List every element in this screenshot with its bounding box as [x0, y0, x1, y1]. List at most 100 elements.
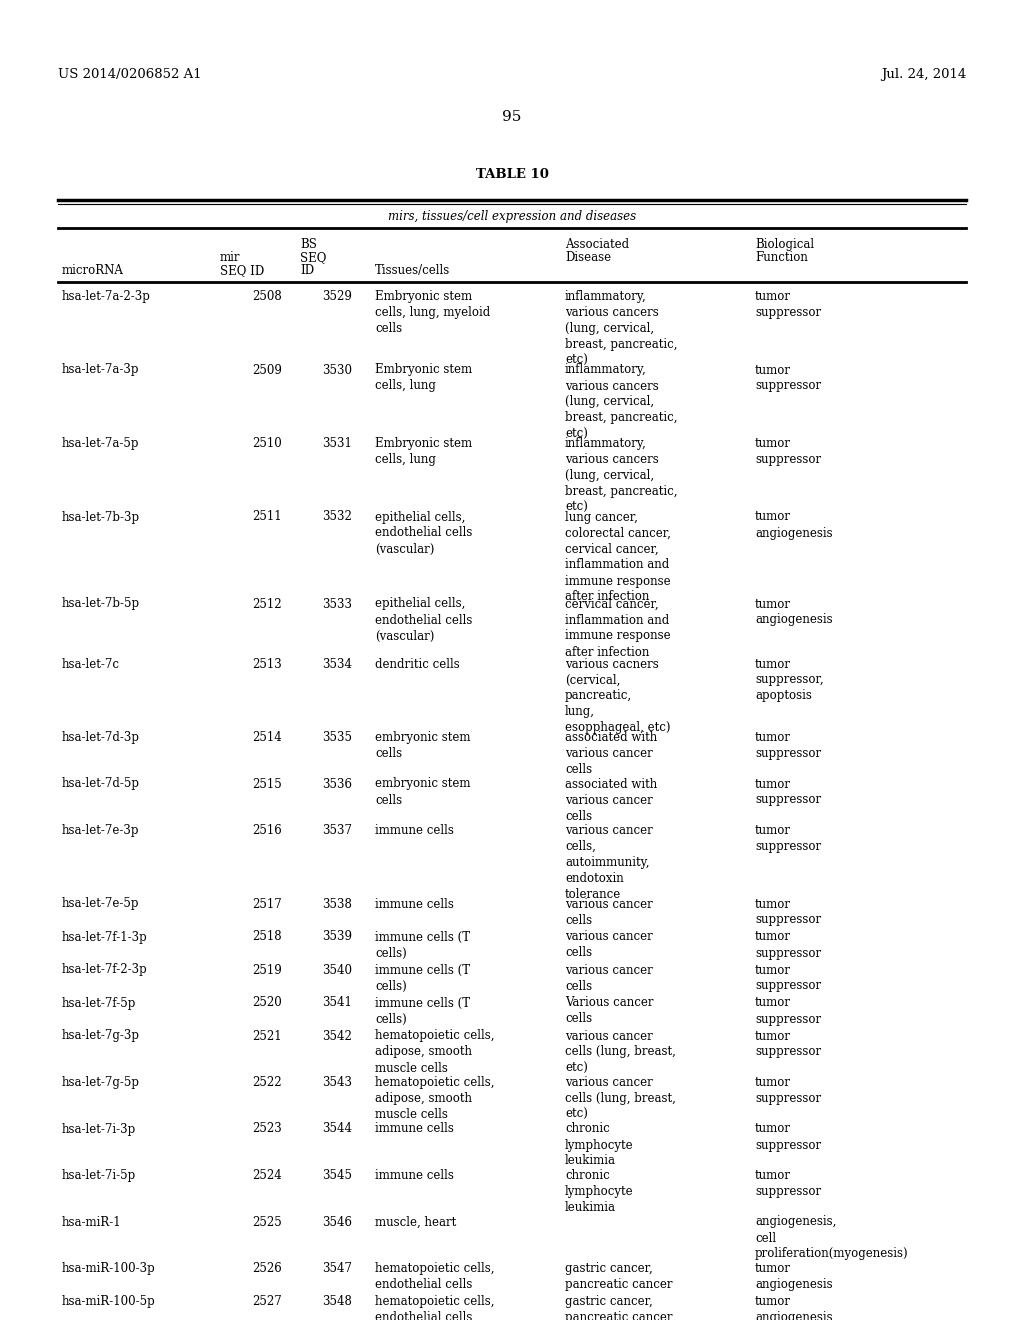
- Text: immune cells: immune cells: [375, 1170, 454, 1181]
- Text: hsa-let-7b-5p: hsa-let-7b-5p: [62, 598, 140, 610]
- Text: 2525: 2525: [252, 1216, 282, 1229]
- Text: 2515: 2515: [252, 777, 282, 791]
- Text: hsa-let-7b-3p: hsa-let-7b-3p: [62, 511, 140, 524]
- Text: tumor
suppressor: tumor suppressor: [755, 964, 821, 993]
- Text: 3533: 3533: [322, 598, 352, 610]
- Text: 3548: 3548: [323, 1295, 352, 1308]
- Text: tumor
suppressor: tumor suppressor: [755, 777, 821, 807]
- Text: hsa-miR-1: hsa-miR-1: [62, 1216, 122, 1229]
- Text: inflammatory,
various cancers
(lung, cervical,
breast, pancreatic,
etc): inflammatory, various cancers (lung, cer…: [565, 363, 678, 441]
- Text: 3542: 3542: [323, 1030, 352, 1043]
- Text: 2508: 2508: [252, 290, 282, 304]
- Text: hsa-let-7a-2-3p: hsa-let-7a-2-3p: [62, 290, 151, 304]
- Text: 3536: 3536: [322, 777, 352, 791]
- Text: inflammatory,
various cancers
(lung, cervical,
breast, pancreatic,
etc): inflammatory, various cancers (lung, cer…: [565, 290, 678, 367]
- Text: angiogenesis,
cell
proliferation(myogenesis): angiogenesis, cell proliferation(myogene…: [755, 1216, 908, 1261]
- Text: tumor
suppressor: tumor suppressor: [755, 1170, 821, 1199]
- Text: muscle, heart: muscle, heart: [375, 1216, 457, 1229]
- Text: tumor
angiogenesis: tumor angiogenesis: [755, 511, 833, 540]
- Text: Embryonic stem
cells, lung, myeloid
cells: Embryonic stem cells, lung, myeloid cell…: [375, 290, 490, 335]
- Text: hematopoietic cells,
adipose, smooth
muscle cells: hematopoietic cells, adipose, smooth mus…: [375, 1076, 495, 1121]
- Text: embryonic stem
cells: embryonic stem cells: [375, 731, 470, 760]
- Text: 3532: 3532: [323, 511, 352, 524]
- Text: 2510: 2510: [252, 437, 282, 450]
- Text: 2526: 2526: [252, 1262, 282, 1275]
- Text: tumor
suppressor: tumor suppressor: [755, 290, 821, 319]
- Text: hsa-let-7i-5p: hsa-let-7i-5p: [62, 1170, 136, 1181]
- Text: 3543: 3543: [322, 1076, 352, 1089]
- Text: SEQ: SEQ: [300, 251, 327, 264]
- Text: 3529: 3529: [323, 290, 352, 304]
- Text: hsa-let-7d-5p: hsa-let-7d-5p: [62, 777, 140, 791]
- Text: TABLE 10: TABLE 10: [475, 168, 549, 181]
- Text: hsa-miR-100-3p: hsa-miR-100-3p: [62, 1262, 156, 1275]
- Text: hsa-let-7a-5p: hsa-let-7a-5p: [62, 437, 139, 450]
- Text: chronic
lymphocyte
leukimia: chronic lymphocyte leukimia: [565, 1170, 634, 1214]
- Text: tumor
suppressor: tumor suppressor: [755, 437, 821, 466]
- Text: microRNA: microRNA: [62, 264, 124, 277]
- Text: tumor
angiogenesis: tumor angiogenesis: [755, 598, 833, 627]
- Text: 3531: 3531: [323, 437, 352, 450]
- Text: immune cells: immune cells: [375, 898, 454, 911]
- Text: 3546: 3546: [322, 1216, 352, 1229]
- Text: immune cells (T
cells): immune cells (T cells): [375, 964, 470, 993]
- Text: 3539: 3539: [322, 931, 352, 944]
- Text: Jul. 24, 2014: Jul. 24, 2014: [881, 69, 966, 81]
- Text: 2511: 2511: [252, 511, 282, 524]
- Text: various cancer
cells: various cancer cells: [565, 964, 652, 993]
- Text: 3545: 3545: [322, 1170, 352, 1181]
- Text: mirs, tissues/cell expression and diseases: mirs, tissues/cell expression and diseas…: [388, 210, 636, 223]
- Text: tumor
angiogenesis: tumor angiogenesis: [755, 1295, 833, 1320]
- Text: hematopoietic cells,
endothelial cells: hematopoietic cells, endothelial cells: [375, 1262, 495, 1291]
- Text: immune cells: immune cells: [375, 824, 454, 837]
- Text: 2509: 2509: [252, 363, 282, 376]
- Text: 2520: 2520: [252, 997, 282, 1010]
- Text: various cancer
cells: various cancer cells: [565, 931, 652, 960]
- Text: 2517: 2517: [252, 898, 282, 911]
- Text: 3530: 3530: [322, 363, 352, 376]
- Text: hsa-let-7f-1-3p: hsa-let-7f-1-3p: [62, 931, 147, 944]
- Text: ID: ID: [300, 264, 314, 277]
- Text: tumor
suppressor: tumor suppressor: [755, 997, 821, 1026]
- Text: hsa-let-7g-3p: hsa-let-7g-3p: [62, 1030, 140, 1043]
- Text: mir: mir: [220, 251, 241, 264]
- Text: Embryonic stem
cells, lung: Embryonic stem cells, lung: [375, 437, 472, 466]
- Text: Tissues/cells: Tissues/cells: [375, 264, 451, 277]
- Text: 2516: 2516: [252, 824, 282, 837]
- Text: tumor
suppressor: tumor suppressor: [755, 824, 821, 853]
- Text: embryonic stem
cells: embryonic stem cells: [375, 777, 470, 807]
- Text: associated with
various cancer
cells: associated with various cancer cells: [565, 731, 657, 776]
- Text: tumor
angiogenesis: tumor angiogenesis: [755, 1262, 833, 1291]
- Text: tumor
suppressor: tumor suppressor: [755, 1076, 821, 1105]
- Text: tumor
suppressor: tumor suppressor: [755, 1122, 821, 1151]
- Text: hsa-let-7f-2-3p: hsa-let-7f-2-3p: [62, 964, 147, 977]
- Text: 95: 95: [503, 110, 521, 124]
- Text: Various cancer
cells: Various cancer cells: [565, 997, 653, 1026]
- Text: 2521: 2521: [252, 1030, 282, 1043]
- Text: hematopoietic cells,
adipose, smooth
muscle cells: hematopoietic cells, adipose, smooth mus…: [375, 1030, 495, 1074]
- Text: various cancer
cells (lung, breast,
etc): various cancer cells (lung, breast, etc): [565, 1076, 676, 1121]
- Text: epithelial cells,
endothelial cells
(vascular): epithelial cells, endothelial cells (vas…: [375, 598, 472, 643]
- Text: hsa-let-7e-3p: hsa-let-7e-3p: [62, 824, 139, 837]
- Text: 2514: 2514: [252, 731, 282, 744]
- Text: 2518: 2518: [252, 931, 282, 944]
- Text: tumor
suppressor: tumor suppressor: [755, 731, 821, 760]
- Text: 3538: 3538: [323, 898, 352, 911]
- Text: various cancer
cells (lung, breast,
etc): various cancer cells (lung, breast, etc): [565, 1030, 676, 1074]
- Text: hsa-let-7c: hsa-let-7c: [62, 657, 120, 671]
- Text: 2519: 2519: [252, 964, 282, 977]
- Text: 2522: 2522: [252, 1076, 282, 1089]
- Text: 2512: 2512: [252, 598, 282, 610]
- Text: various cancer
cells: various cancer cells: [565, 898, 652, 927]
- Text: hsa-let-7i-3p: hsa-let-7i-3p: [62, 1122, 136, 1135]
- Text: hsa-miR-100-5p: hsa-miR-100-5p: [62, 1295, 156, 1308]
- Text: hsa-let-7a-3p: hsa-let-7a-3p: [62, 363, 139, 376]
- Text: 3540: 3540: [322, 964, 352, 977]
- Text: 3534: 3534: [322, 657, 352, 671]
- Text: hsa-let-7g-5p: hsa-let-7g-5p: [62, 1076, 140, 1089]
- Text: Associated: Associated: [565, 238, 629, 251]
- Text: lung cancer,
colorectal cancer,
cervical cancer,
inflammation and
immune respons: lung cancer, colorectal cancer, cervical…: [565, 511, 671, 603]
- Text: 3547: 3547: [322, 1262, 352, 1275]
- Text: tumor
suppressor: tumor suppressor: [755, 898, 821, 927]
- Text: BS: BS: [300, 238, 316, 251]
